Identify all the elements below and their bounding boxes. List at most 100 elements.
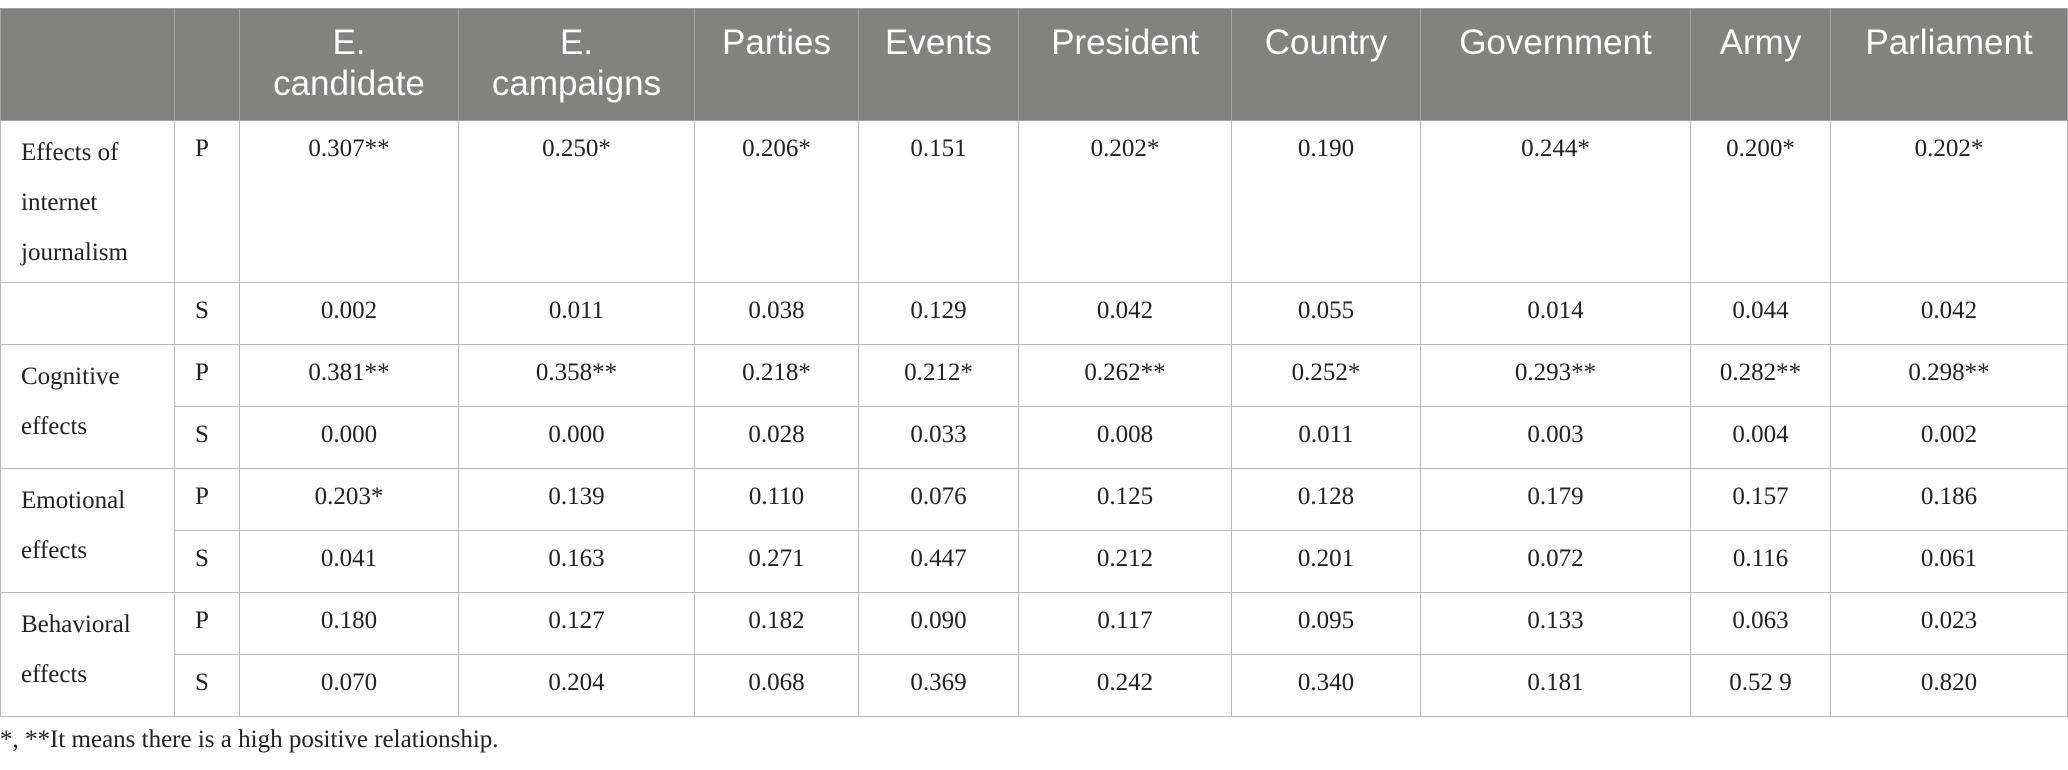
row-label: Cognitive effects: [0, 344, 175, 469]
row-stat: S: [174, 654, 240, 717]
table-cell: 0.038: [694, 282, 859, 345]
table-cell: 0.003: [1420, 406, 1691, 469]
table-cell: 0.072: [1420, 530, 1691, 593]
header-parliament: Parliament: [1830, 8, 2068, 121]
table-cell: 0.011: [1231, 406, 1421, 469]
table-cell: 0.252*: [1231, 344, 1421, 407]
table-cell: 0.369: [858, 654, 1019, 717]
table-cell: 0.042: [1018, 282, 1232, 345]
table-cell: 0.298**: [1830, 344, 2068, 407]
table-cell: 0.127: [458, 592, 695, 655]
table-cell: 0.190: [1231, 120, 1421, 283]
table-cell: 0.203*: [239, 468, 459, 531]
table-cell: 0.076: [858, 468, 1019, 531]
table-cell: 0.250*: [458, 120, 695, 283]
header-president: President: [1018, 8, 1232, 121]
table-cell: 0.033: [858, 406, 1019, 469]
table-cell: 0.128: [1231, 468, 1421, 531]
table-cell: 0.182: [694, 592, 859, 655]
table-cell: 0.206*: [694, 120, 859, 283]
row-stat: P: [174, 592, 240, 655]
table-cell: 0.139: [458, 468, 695, 531]
table-cell: 0.340: [1231, 654, 1421, 717]
table-cell: 0.116: [1690, 530, 1831, 593]
header-cell-stat: [174, 8, 240, 121]
table-cell: 0.307**: [239, 120, 459, 283]
table-cell: 0.179: [1420, 468, 1691, 531]
table-cell: 0.52 9: [1690, 654, 1831, 717]
table-cell: 0.095: [1231, 592, 1421, 655]
table-cell: 0.204: [458, 654, 695, 717]
row-stat: S: [174, 406, 240, 469]
table-cell: 0.061: [1830, 530, 2068, 593]
table-row: S 0.000 0.000 0.028 0.033 0.008 0.011 0.003 0.00…: [1, 406, 2068, 469]
table-row: S 0.070 0.204 0.068 0.369 0.242 0.340 0.181 0.52…: [1, 654, 2068, 717]
header-country: Country: [1231, 8, 1421, 121]
table-cell: 0.381**: [239, 344, 459, 407]
table-row: Cognitive effects P 0.381** 0.358** 0.218* 0.…: [0, 344, 2068, 469]
table-row: S 0.002 0.011 0.038 0.129 0.042 0.055 0.014 0.04…: [0, 282, 2068, 345]
table-cell: 0.212*: [858, 344, 1019, 407]
table-cell: 0.011: [458, 282, 695, 345]
header-cell-label: [0, 8, 175, 121]
table-cell: 0.068: [694, 654, 859, 717]
table-cell: 0.447: [858, 530, 1019, 593]
header-e-candidate: E. candidate: [239, 8, 459, 121]
table-cell: 0.000: [458, 406, 695, 469]
table-cell: 0.157: [1690, 468, 1831, 531]
table-cell: 0.023: [1830, 592, 2068, 655]
table-cell: 0.090: [858, 592, 1019, 655]
table-cell: 0.271: [694, 530, 859, 593]
table-cell: 0.180: [239, 592, 459, 655]
table-cell: 0.041: [239, 530, 459, 593]
table-cell: 0.202*: [1830, 120, 2068, 283]
table-row: S 0.041 0.163 0.271 0.447 0.212 0.201 0.072 0.11…: [1, 530, 2068, 593]
table-cell: 0.262**: [1018, 344, 1232, 407]
table-cell: 0.244*: [1420, 120, 1691, 283]
table-cell: 0.028: [694, 406, 859, 469]
table-cell: 0.186: [1830, 468, 2068, 531]
table-cell: 0.820: [1830, 654, 2068, 717]
table-footnote: *, **It means there is a high positive r…: [0, 726, 499, 753]
table-cell: 0.044: [1690, 282, 1831, 345]
table-cell: 0.163: [458, 530, 695, 593]
header-government: Government: [1420, 8, 1691, 121]
table-cell: 0.070: [239, 654, 459, 717]
table-body: Effects of internet journalism P 0.307** 0.…: [0, 120, 2068, 717]
table-cell: 0.133: [1420, 592, 1691, 655]
row-stat: S: [174, 530, 240, 593]
table-row: Effects of internet journalism P 0.307** 0.…: [0, 120, 2068, 283]
table-cell: 0.202*: [1018, 120, 1232, 283]
table-cell: 0.125: [1018, 468, 1232, 531]
correlation-table-container: E. candidate E. campaigns Parties Events…: [0, 8, 2068, 717]
table-cell: 0.218*: [694, 344, 859, 407]
table-cell: 0.002: [239, 282, 459, 345]
table-row: Emotional effects P 0.203* 0.139 0.110 0.076 0…: [0, 468, 2068, 593]
header-parties: Parties: [694, 8, 859, 121]
table-cell: 0.002: [1830, 406, 2068, 469]
row-label: Effects of internet journalism: [0, 120, 175, 283]
row-label: [0, 282, 175, 345]
table-cell: 0.201: [1231, 530, 1421, 593]
row-label: Behavioral effects: [0, 592, 175, 717]
table-cell: 0.063: [1690, 592, 1831, 655]
header-row: E. candidate E. campaigns Parties Events…: [0, 8, 2068, 121]
table-cell: 0.293**: [1420, 344, 1691, 407]
table-cell: 0.117: [1018, 592, 1232, 655]
table-cell: 0.282**: [1690, 344, 1831, 407]
table-cell: 0.181: [1420, 654, 1691, 717]
table-cell: 0.004: [1690, 406, 1831, 469]
table-cell: 0.242: [1018, 654, 1232, 717]
row-label: Emotional effects: [0, 468, 175, 593]
correlation-table: E. candidate E. campaigns Parties Events…: [0, 8, 2068, 717]
row-stat: P: [174, 468, 240, 531]
row-stat: P: [174, 120, 240, 283]
table-cell: 0.014: [1420, 282, 1691, 345]
table-cell: 0.055: [1231, 282, 1421, 345]
row-stat: P: [174, 344, 240, 407]
table-cell: 0.008: [1018, 406, 1232, 469]
table-cell: 0.110: [694, 468, 859, 531]
table-cell: 0.000: [239, 406, 459, 469]
table-row: Behavioral effects P 0.180 0.127 0.182 0.090 0…: [0, 592, 2068, 717]
header-army: Army: [1690, 8, 1831, 121]
